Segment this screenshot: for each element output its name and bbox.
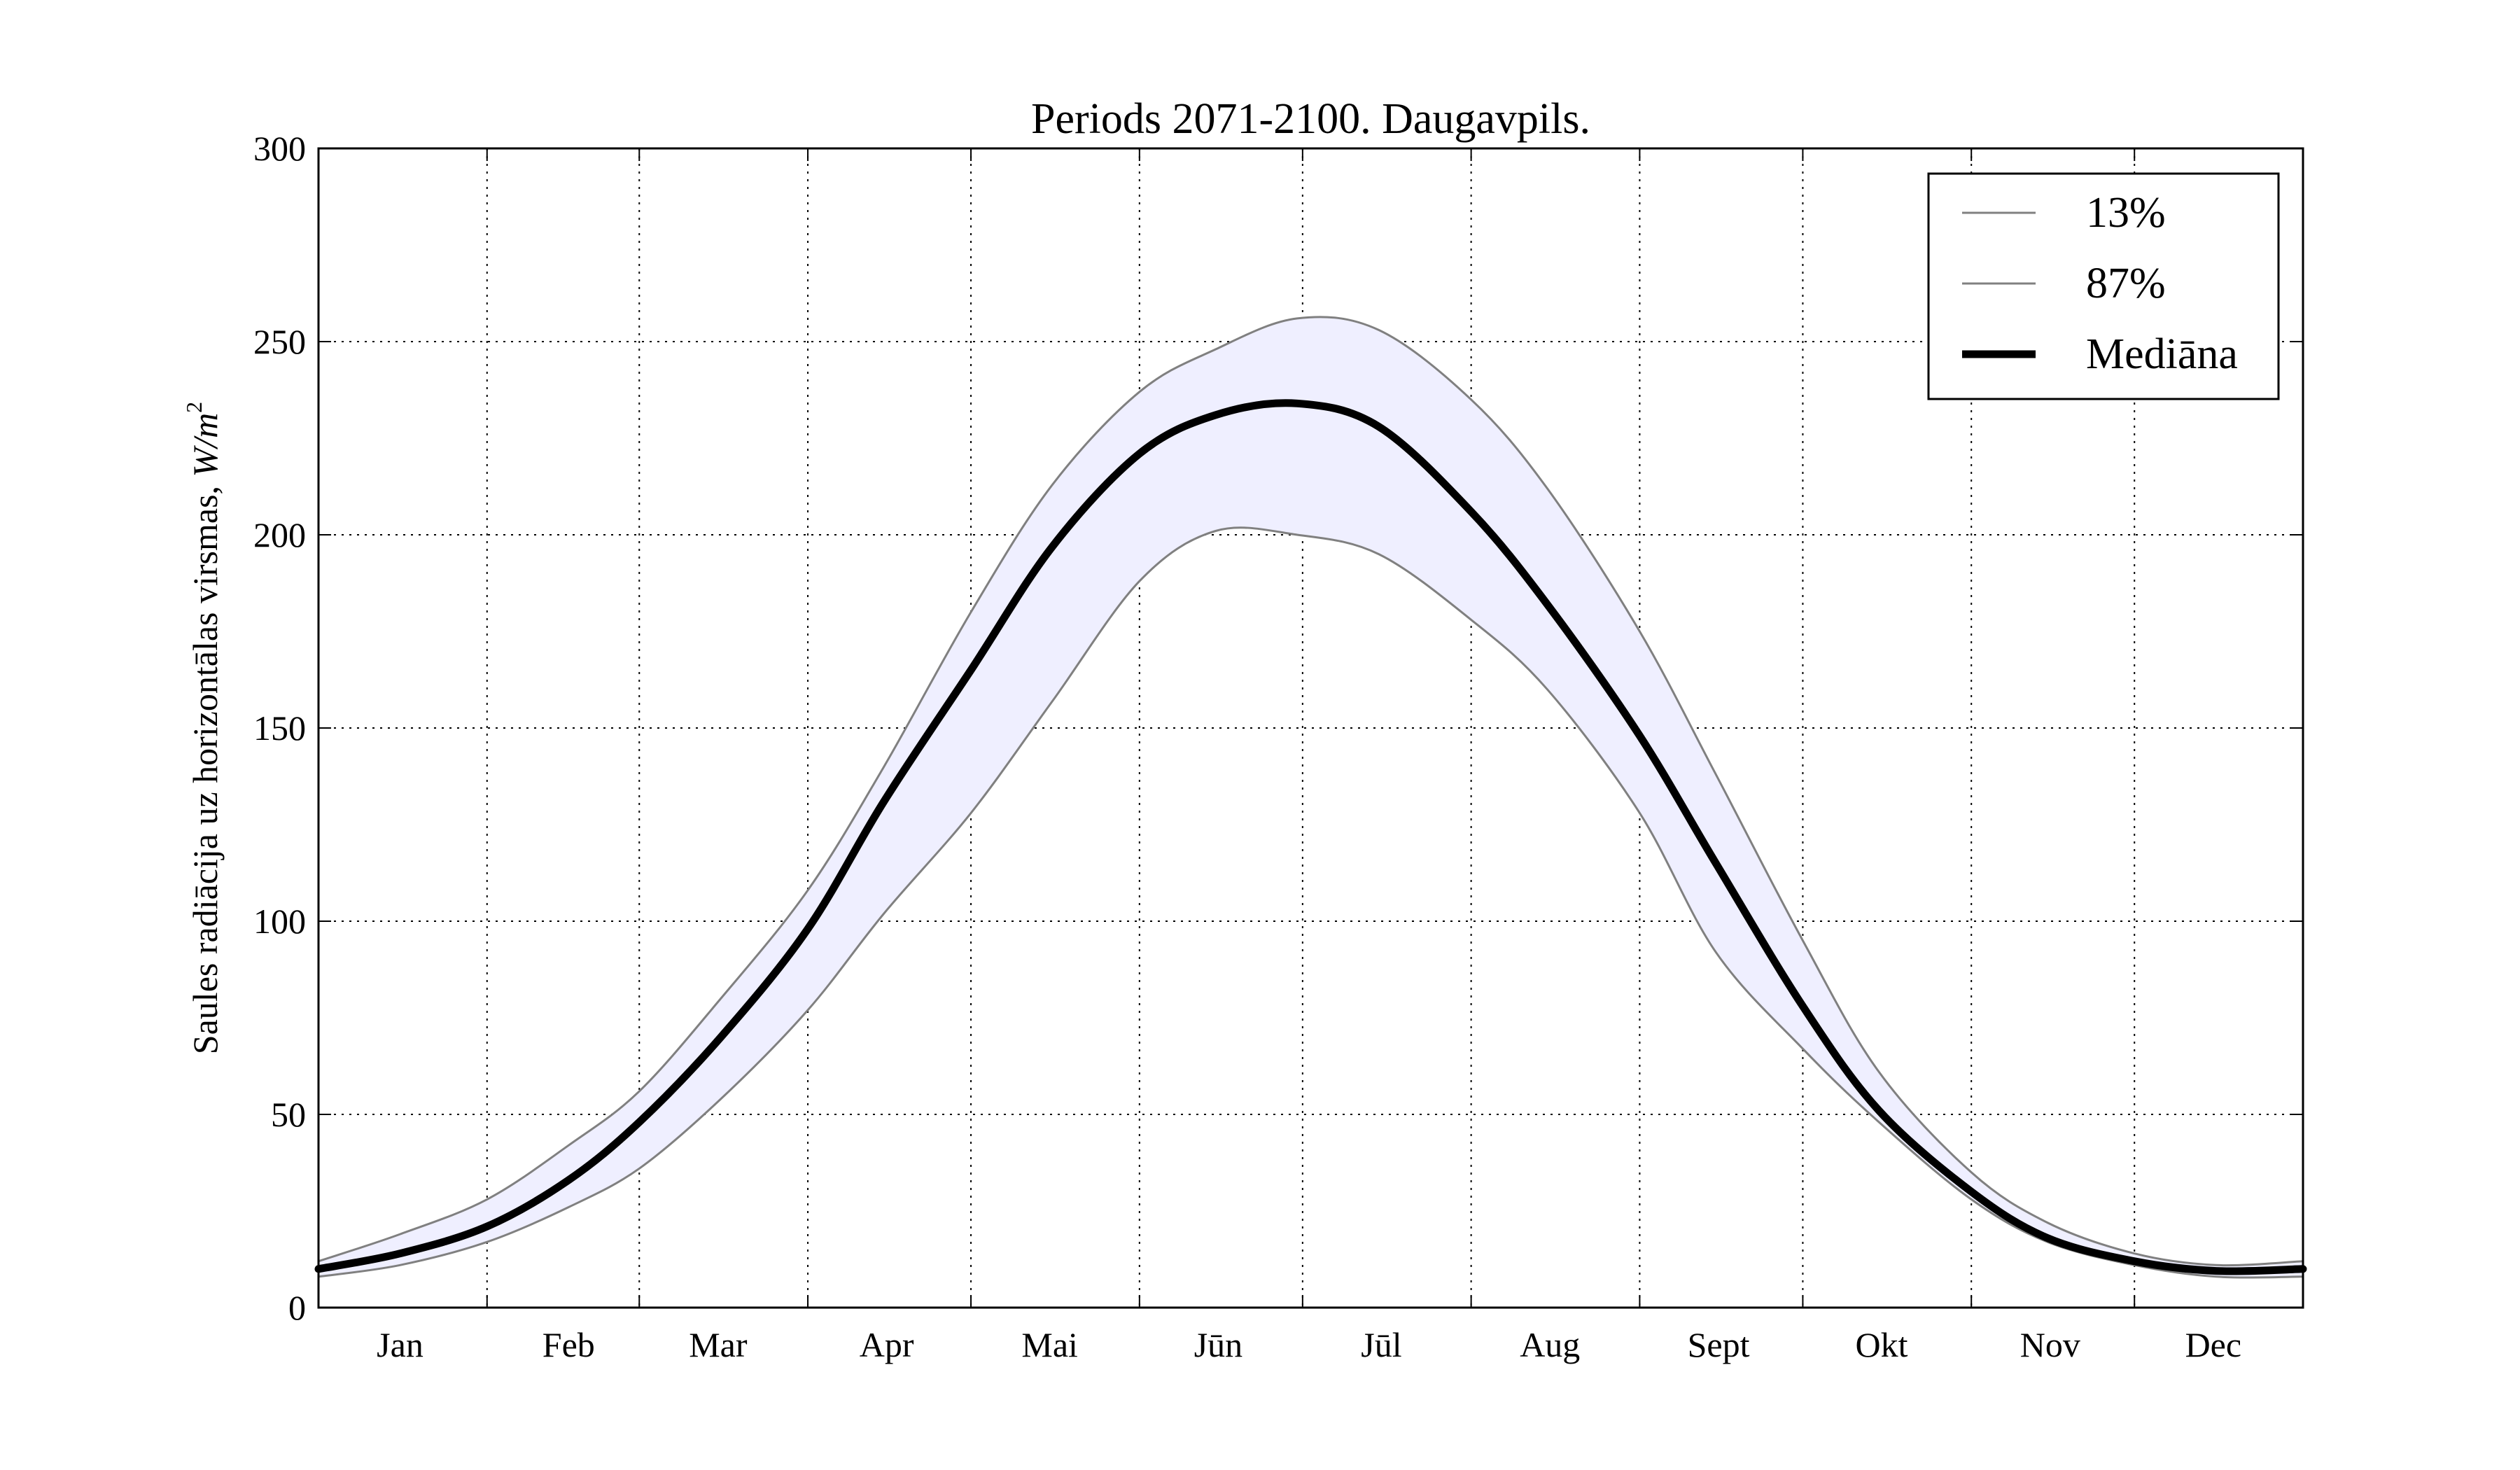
percentile-band-fill	[318, 316, 2303, 1278]
y-axis-label-exponent: 2	[181, 402, 206, 413]
x-tick-label: Sept	[1688, 1325, 1750, 1364]
x-tick-label: Mai	[1021, 1325, 1078, 1364]
y-tick-label: 100	[253, 902, 306, 941]
legend-label: Mediāna	[2086, 330, 2238, 378]
series-line	[317, 316, 2304, 1267]
percentile-band	[318, 316, 2303, 1278]
y-tick-label: 200	[253, 515, 306, 554]
chart-title: Periods 2071-2100. Daugavpils.	[1031, 95, 1590, 143]
series-lines	[314, 316, 2307, 1279]
y-tick-label: 150	[253, 708, 306, 748]
x-tick-label: Nov	[2020, 1325, 2080, 1364]
x-tick-label: Feb	[542, 1325, 595, 1364]
y-tick-label: 300	[253, 129, 306, 168]
y-tick-label: 0	[288, 1288, 306, 1327]
y-tick-label: 250	[253, 322, 306, 361]
x-tick-label: Dec	[2185, 1325, 2242, 1364]
axis-ticks: 0 50 100 150 200 250 300 Jan Feb Mar Apr Mai Jūn Jūl A…	[253, 129, 2303, 1364]
x-tick-label: Okt	[1856, 1325, 1908, 1364]
legend: 13% 87% Mediāna	[1927, 172, 2280, 400]
x-tick-label: Apr	[860, 1325, 914, 1364]
y-axis-label: Saules radiācija uz horizontālas virsmas…	[181, 402, 225, 1054]
series-line	[317, 526, 2304, 1279]
legend-label: 13%	[2086, 189, 2166, 237]
legend-box	[1927, 172, 2280, 400]
x-tick-label: Jan	[377, 1325, 424, 1364]
x-tick-label: Aug	[1520, 1325, 1580, 1364]
y-axis-label-text: Saules radiācija uz horizontālas virsmas…	[186, 477, 225, 1054]
x-tick-label: Jūn	[1194, 1325, 1242, 1364]
y-axis-label-unit: W/m	[186, 413, 225, 477]
series-line	[314, 399, 2307, 1275]
y-tick-label: 50	[271, 1095, 306, 1134]
legend-label: 87%	[2086, 260, 2166, 307]
x-tick-label: Jūl	[1361, 1325, 1401, 1364]
x-tick-label: Mar	[689, 1325, 748, 1364]
